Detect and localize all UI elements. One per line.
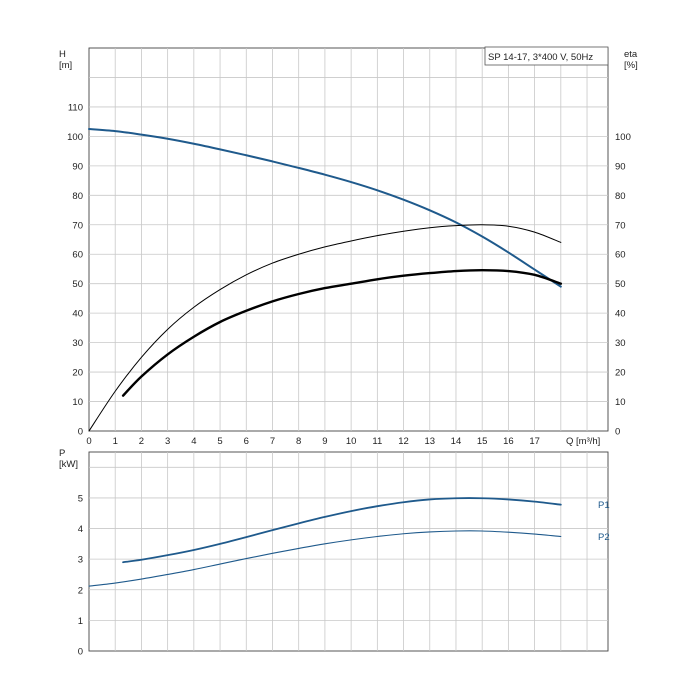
x-tick-label: 2	[139, 436, 144, 447]
top-chart-ticks: 0 1 2 3 4 5 6 7 8 9 10 11 12 13 14 15 16 1701020304050607…	[67, 102, 631, 447]
y-right-tick-label: 80	[615, 191, 626, 202]
x-tick-label: 1	[113, 436, 118, 447]
y-right-tick-label: 50	[615, 279, 626, 290]
y-axis-label-power: P [kW]	[59, 448, 78, 470]
x-tick-label: 4	[191, 436, 196, 447]
series-label-p2: P2	[598, 532, 610, 543]
y-right-tick-label: 20	[615, 368, 626, 379]
y-power-tick-label: 1	[78, 616, 83, 627]
power-p2-line	[88, 530, 562, 587]
x-tick-label: 8	[296, 436, 301, 447]
y-right-tick-label: 70	[615, 220, 626, 231]
bottom-plot-frame	[88, 451, 609, 652]
top-chart-grid	[88, 47, 609, 432]
x-tick-label: 7	[270, 436, 275, 447]
bottom-chart-ticks: 0 1 2 3 4 5	[78, 493, 83, 657]
y-left-tick-label: 10	[72, 397, 83, 408]
y-left-tick-label: 100	[67, 132, 83, 143]
efficiency-eta-curve-line	[88, 224, 562, 432]
y-right-tick-label: 10	[615, 397, 626, 408]
x-axis-label-flow: Q [m³/h]	[566, 436, 600, 447]
head-curve-line	[88, 128, 562, 288]
y-left-tick-label: 20	[72, 368, 83, 379]
x-tick-label: 10	[346, 436, 357, 447]
y-left-tick-label: 90	[72, 161, 83, 172]
y-left-tick-label: 60	[72, 250, 83, 261]
x-tick-label: 14	[451, 436, 462, 447]
y-left-tick-label: 0	[78, 427, 83, 438]
top-chart-series	[88, 128, 563, 432]
y-power-tick-label: 2	[78, 585, 83, 596]
top-plot-frame	[88, 47, 609, 432]
y-left-tick-label: 70	[72, 220, 83, 231]
y-left-tick-label: 50	[72, 279, 83, 290]
y-right-tick-label: 60	[615, 250, 626, 261]
y-axis-label-head: H [m]	[59, 49, 72, 71]
bottom-chart-series: P1 P2	[88, 497, 610, 587]
y-right-tick-label: 100	[615, 132, 631, 143]
x-tick-label: 11	[372, 436, 382, 447]
y-axis-label-efficiency: eta [%]	[624, 49, 638, 71]
y-right-tick-label: 30	[615, 338, 626, 349]
title-box	[484, 46, 609, 66]
bottom-chart-grid	[88, 451, 609, 652]
y-power-tick-label: 5	[78, 493, 83, 504]
x-tick-label: 3	[165, 436, 170, 447]
x-tick-label: 13	[424, 436, 435, 447]
chart-title: SP 14-17, 3*400 V, 50Hz	[488, 52, 593, 63]
y-left-tick-label: 40	[72, 309, 83, 320]
efficiency-total-curve-line	[121, 268, 563, 397]
y-power-tick-label: 3	[78, 555, 83, 566]
y-power-tick-label: 0	[78, 647, 83, 658]
y-right-tick-label: 0	[615, 427, 620, 438]
x-tick-label: 12	[398, 436, 409, 447]
y-left-tick-label: 80	[72, 191, 83, 202]
x-tick-label: 0	[86, 436, 91, 447]
x-tick-label: 17	[529, 436, 540, 447]
y-power-tick-label: 4	[78, 524, 83, 535]
power-p1-line	[122, 497, 562, 564]
series-label-p1: P1	[598, 500, 610, 511]
y-right-tick-label: 90	[615, 161, 626, 172]
x-tick-label: 6	[244, 436, 249, 447]
x-tick-label: 16	[503, 436, 514, 447]
x-tick-label: 5	[217, 436, 222, 447]
y-left-tick-label: 30	[72, 338, 83, 349]
y-left-tick-label: 110	[68, 102, 83, 113]
x-tick-label: 9	[322, 436, 327, 447]
y-right-tick-label: 40	[615, 309, 626, 320]
x-tick-label: 15	[477, 436, 488, 447]
